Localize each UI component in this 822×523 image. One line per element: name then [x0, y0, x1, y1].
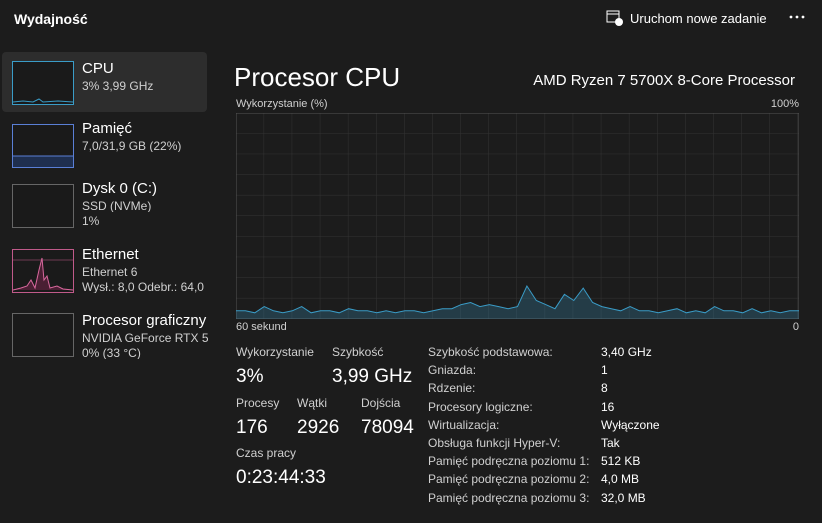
- item-name[interactable]: Dysk 0 (C:): [82, 181, 157, 196]
- stat-label: Procesy: [236, 396, 280, 410]
- graph-max: 100%: [770, 98, 799, 110]
- new-task-button[interactable]: Uruchom nowe zadanie: [630, 11, 767, 26]
- ethernet-thumb[interactable]: [12, 249, 74, 293]
- detail-value: Wyłączone: [601, 417, 660, 432]
- detail-label: Pamięć podręczna poziomu 3:: [428, 490, 590, 505]
- item-detail: 1%: [82, 215, 100, 227]
- disk-thumb[interactable]: [12, 184, 74, 228]
- stat-value: 176: [236, 417, 268, 438]
- detail-label: Szybkość podstawowa:: [428, 345, 553, 359]
- detail-value: 32,0 MB: [601, 490, 646, 505]
- cpu-thumb[interactable]: [12, 61, 74, 105]
- item-name[interactable]: Pamięć: [82, 121, 133, 136]
- stat-label: Wykorzystanie: [236, 345, 314, 359]
- item-detail: Ethernet 6: [82, 266, 138, 278]
- memory-thumb[interactable]: [12, 124, 74, 168]
- detail-value: 4,0 MB: [601, 472, 640, 487]
- detail-value: 512 KB: [601, 454, 641, 469]
- detail-label: Pamięć podręczna poziomu 1:: [428, 454, 590, 469]
- cpu-line: [236, 284, 799, 314]
- item-detail: 0% (33 °C): [82, 347, 141, 359]
- graph-start: 60 sekund: [236, 321, 287, 333]
- cpu-model: AMD Ryzen 7 5700X 8-Core Processor: [533, 72, 795, 89]
- detail-value: Tak: [601, 436, 620, 450]
- detail-label: Wirtualizacja:: [428, 417, 500, 432]
- item-detail: SSD (NVMe): [82, 200, 152, 212]
- cpu-graph: [236, 113, 799, 319]
- detail-label: Rdzenie:: [428, 381, 476, 396]
- cpu-title: Procesor CPU: [234, 62, 401, 92]
- detail-value: 8: [601, 381, 608, 396]
- item-detail: 7,0/31,9 GB (22%): [82, 140, 182, 152]
- detail-label: Pamięć podręczna poziomu 2:: [428, 472, 590, 487]
- item-name[interactable]: Ethernet: [82, 247, 139, 262]
- stat-value: 78094: [361, 417, 414, 438]
- detail-value: 3,40 GHz: [601, 345, 652, 359]
- more-menu[interactable]: [788, 14, 806, 20]
- graph-end: 0: [792, 321, 799, 333]
- detail-value: 1: [601, 363, 608, 378]
- stat-value: 3,99 GHz: [332, 366, 413, 387]
- stat-label: Szybkość: [332, 345, 384, 359]
- stat-value: 3%: [236, 366, 264, 387]
- stat-value: 2926: [297, 417, 340, 438]
- new-task-icon[interactable]: [606, 10, 624, 26]
- stat-label: Wątki: [297, 396, 327, 410]
- detail-value: 16: [601, 399, 615, 414]
- item-name[interactable]: Procesor graficzny: [82, 313, 207, 328]
- item-name[interactable]: CPU: [82, 61, 114, 76]
- page-title: Wydajność: [14, 11, 88, 27]
- item-detail: NVIDIA GeForce RTX 506: [82, 332, 208, 344]
- gpu-thumb[interactable]: [12, 313, 74, 357]
- detail-label: Gniazda:: [428, 363, 477, 378]
- stat-value: 0:23:44:33: [236, 467, 326, 488]
- graph-frame: [236, 113, 799, 319]
- stat-label: Dojścia: [361, 396, 401, 410]
- detail-label: Obsługa funkcji Hyper-V:: [428, 436, 561, 450]
- item-detail: 3% 3,99 GHz: [82, 80, 154, 92]
- detail-label: Procesory logiczne:: [428, 399, 533, 414]
- item-detail: Wysł.: 8,0 Odebr.: 64,0 K: [82, 281, 208, 293]
- cpu-area: [236, 286, 799, 319]
- stat-label: Czas pracy: [236, 446, 297, 460]
- graph-label: Wykorzystanie (%): [236, 98, 328, 110]
